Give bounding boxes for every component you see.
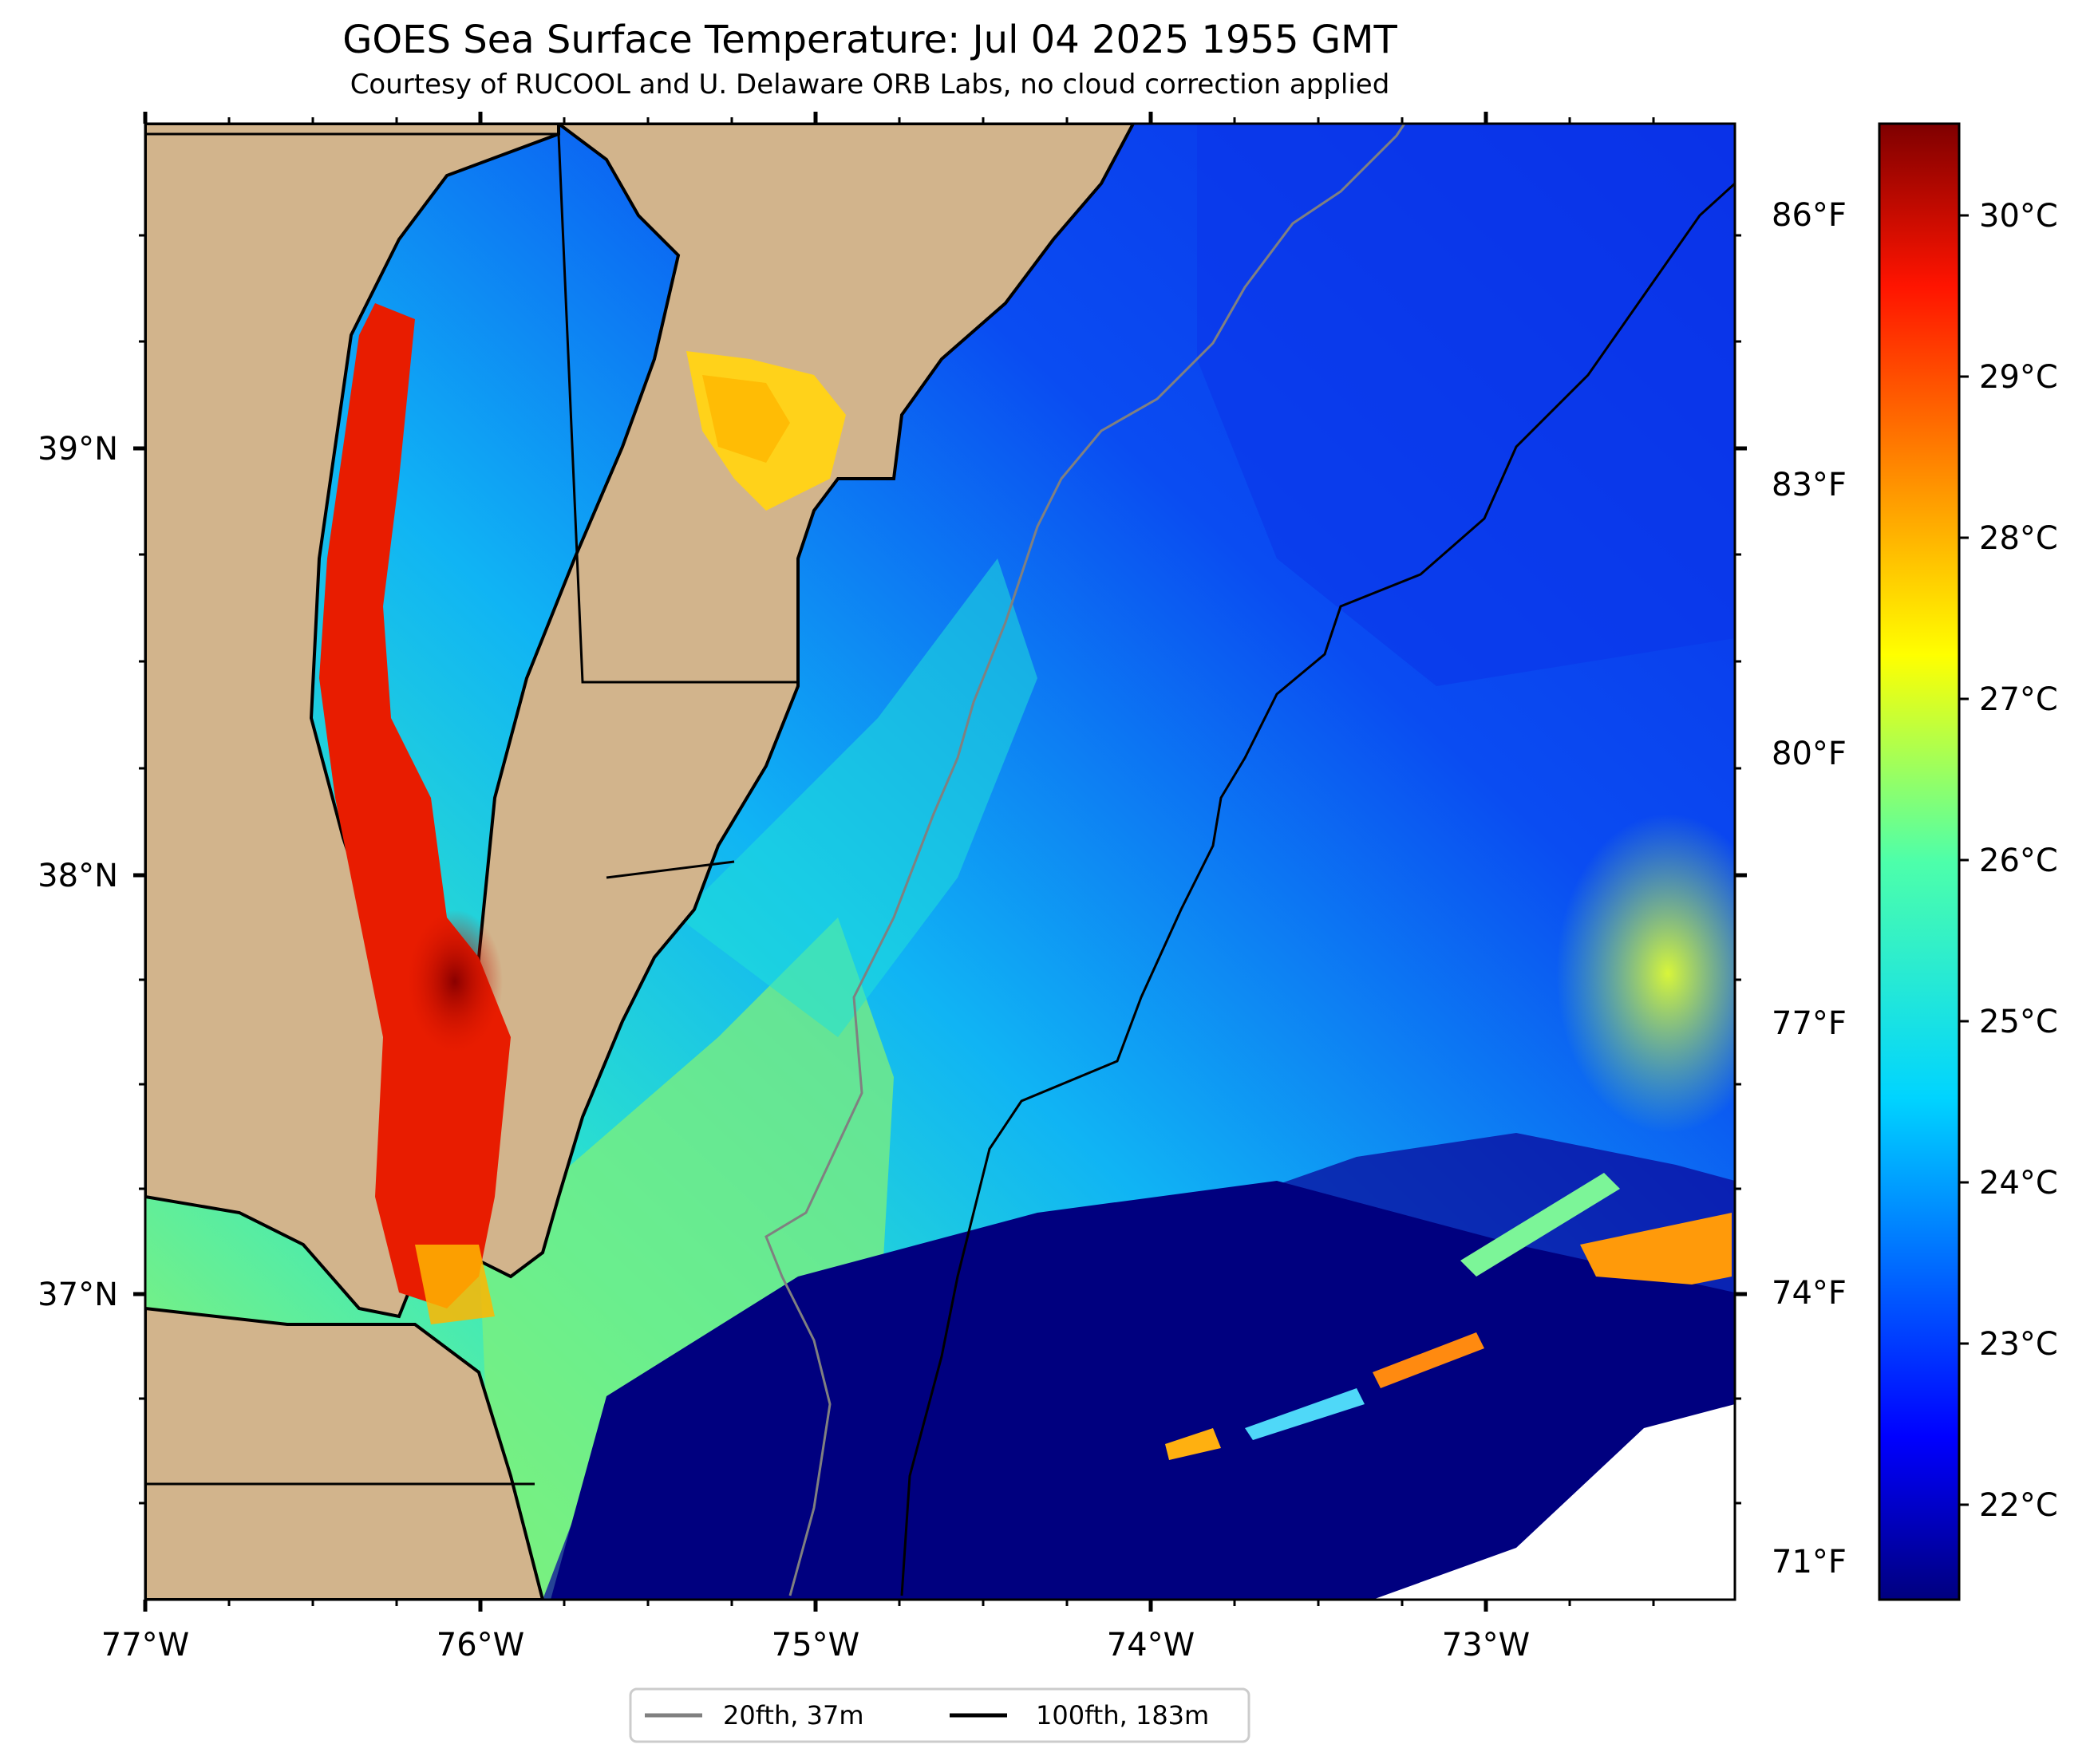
bay-hotspot — [407, 910, 503, 1053]
longitude-major-ticks — [143, 112, 1488, 1612]
map-title: GOES Sea Surface Temperature: Jul 04 202… — [342, 18, 1397, 62]
lat-label-37n: 37°N — [38, 1277, 118, 1313]
colorbar-label-25c: 25°C — [1979, 1004, 2058, 1040]
colorbar-label-23c: 23°C — [1979, 1326, 2058, 1363]
lon-label-75w: 75°W — [772, 1627, 859, 1663]
cloud-streak — [1460, 1173, 1620, 1277]
fahrenheit-label-77: 77°F — [1772, 1005, 1847, 1042]
colorbar-label-24c: 24°C — [1979, 1165, 2058, 1202]
offshore-cool-water — [1197, 124, 1735, 686]
bay-mouth-warm — [415, 1245, 495, 1324]
cold-mask — [551, 1181, 1735, 1600]
colorbar-label-27c: 27°C — [1979, 681, 2058, 718]
state-border-md-va — [606, 860, 735, 879]
colorbar-label-22c: 22°C — [1979, 1487, 2058, 1524]
southern-virginia-land — [145, 1306, 545, 1600]
longitude-minor-ticks — [227, 117, 1655, 1606]
isobath-100fth — [900, 182, 1735, 1596]
delaware-bay-warm — [702, 375, 790, 463]
legend-label-100fth: 100fth, 183m — [1036, 1700, 1209, 1730]
warm-eddy — [1556, 814, 1735, 1133]
lon-label-77w: 77°W — [101, 1627, 189, 1663]
no-data-area — [1373, 1404, 1735, 1600]
warm-streak — [1373, 1332, 1484, 1388]
lat-label-38n: 38°N — [38, 858, 118, 894]
lon-label-74w: 74°W — [1107, 1627, 1195, 1663]
colorbar — [1878, 122, 1961, 1601]
state-border-md-de — [145, 132, 798, 684]
isobath-20fth — [764, 124, 1406, 1596]
cloud-streak — [1245, 1388, 1365, 1440]
lon-label-73w: 73°W — [1442, 1627, 1530, 1663]
colorbar-label-29c: 29°C — [1979, 359, 2058, 396]
lat-label-39n: 39°N — [38, 431, 118, 468]
colorbar-label-26c: 26°C — [1979, 843, 2058, 879]
chesapeake-bay-sst — [319, 303, 511, 1308]
fahrenheit-label-80: 80°F — [1772, 736, 1847, 772]
map-subtitle: Courtesy of RUCOOL and U. Delaware ORB L… — [350, 69, 1390, 101]
warm-streak — [1580, 1213, 1732, 1285]
fahrenheit-label-86: 86°F — [1772, 197, 1847, 234]
fahrenheit-label-83: 83°F — [1772, 467, 1847, 503]
colorbar-label-28c: 28°C — [1979, 520, 2058, 557]
fahrenheit-label-71: 71°F — [1772, 1544, 1847, 1580]
lon-label-76w: 76°W — [437, 1627, 524, 1663]
legend-label-20fth: 20fth, 37m — [723, 1700, 863, 1730]
latitude-major-ticks — [133, 446, 1747, 1296]
warm-streak — [1165, 1428, 1221, 1460]
shelf-water — [678, 558, 1037, 1037]
delmarva-peninsula — [444, 124, 1136, 1279]
fahrenheit-label-74: 74°F — [1772, 1275, 1847, 1312]
isobath-legend: 20fth, 37m 100fth, 183m — [629, 1687, 1250, 1743]
map-frame — [144, 122, 1736, 1601]
colorbar-label-30c: 30°C — [1979, 198, 2058, 235]
colorbar-ticks — [1959, 214, 1969, 1506]
sst-map[interactable] — [145, 124, 1780, 1600]
latitude-minor-ticks — [139, 234, 1741, 1505]
